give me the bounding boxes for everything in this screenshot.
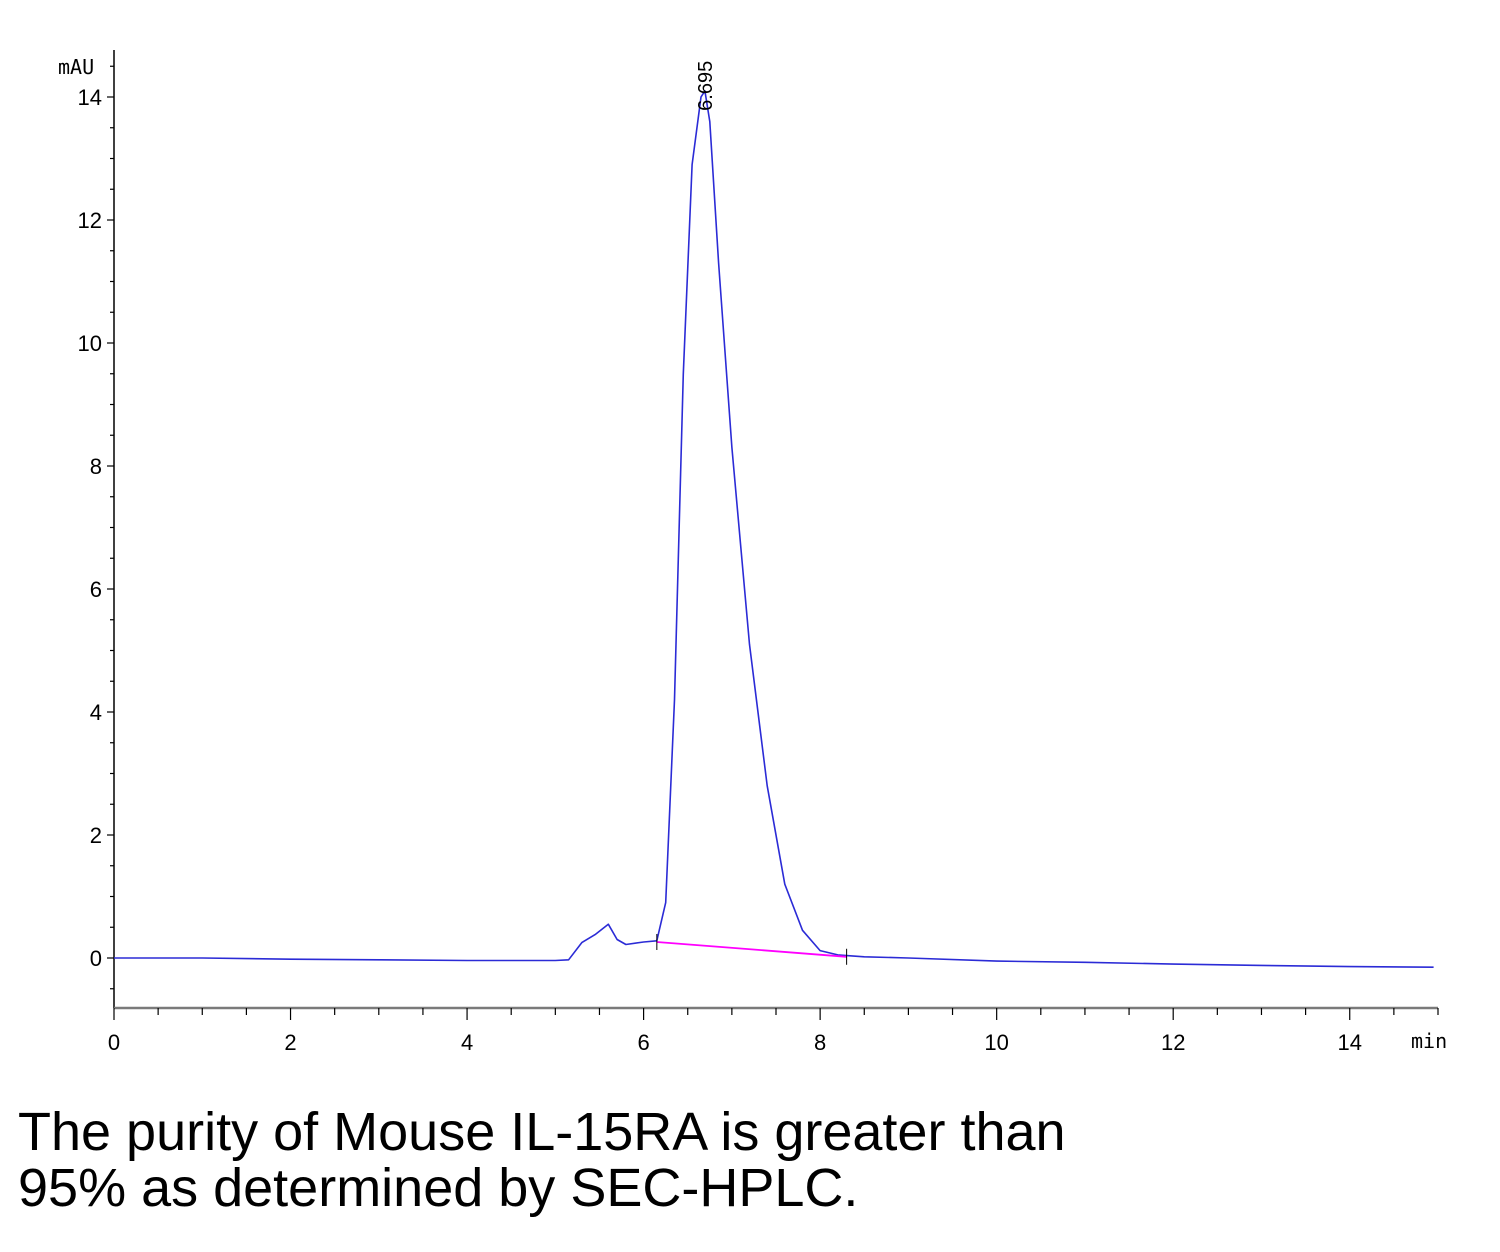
y-tick-label: 4 [90,700,102,725]
figure-caption: The purity of Mouse IL-15RA is greater t… [18,1104,1488,1216]
y-tick-label: 2 [90,823,102,848]
x-tick-label: 14 [1337,1030,1361,1055]
x-axis-unit-label: min [1411,1029,1447,1053]
caption-line-2: 95% as determined by SEC-HPLC. [18,1158,859,1218]
x-tick-label: 12 [1161,1030,1185,1055]
chromatogram-chart: 0 2 4 6 8 10 12 14 mAU 0 2 4 6 8 10 12 14 min 6.695 [58,50,1447,1055]
y-tick-label: 8 [90,454,102,479]
chromatogram-trace [114,90,1434,968]
y-tick-label: 14 [78,85,102,110]
x-tick-label: 8 [814,1030,826,1055]
chart-axes [107,50,1439,1020]
chart-labels: 0 2 4 6 8 10 12 14 mAU 0 2 4 6 8 10 12 14 min 6.695 [58,55,1447,1055]
y-tick-label: 10 [78,331,102,356]
y-tick-label: 12 [78,208,102,233]
chart-series [114,90,1434,968]
y-axis-unit-label: mAU [58,55,94,79]
baseline-integration-line [656,941,847,958]
y-tick-label: 6 [90,577,102,602]
x-tick-label: 10 [984,1030,1008,1055]
x-tick-label: 6 [637,1030,649,1055]
caption-line-1: The purity of Mouse IL-15RA is greater t… [18,1102,1066,1162]
x-tick-label: 2 [284,1030,296,1055]
peak-retention-label: 6.695 [695,61,717,111]
y-tick-label: 0 [90,946,102,971]
x-tick-label: 0 [108,1030,120,1055]
x-tick-label: 4 [461,1030,473,1055]
